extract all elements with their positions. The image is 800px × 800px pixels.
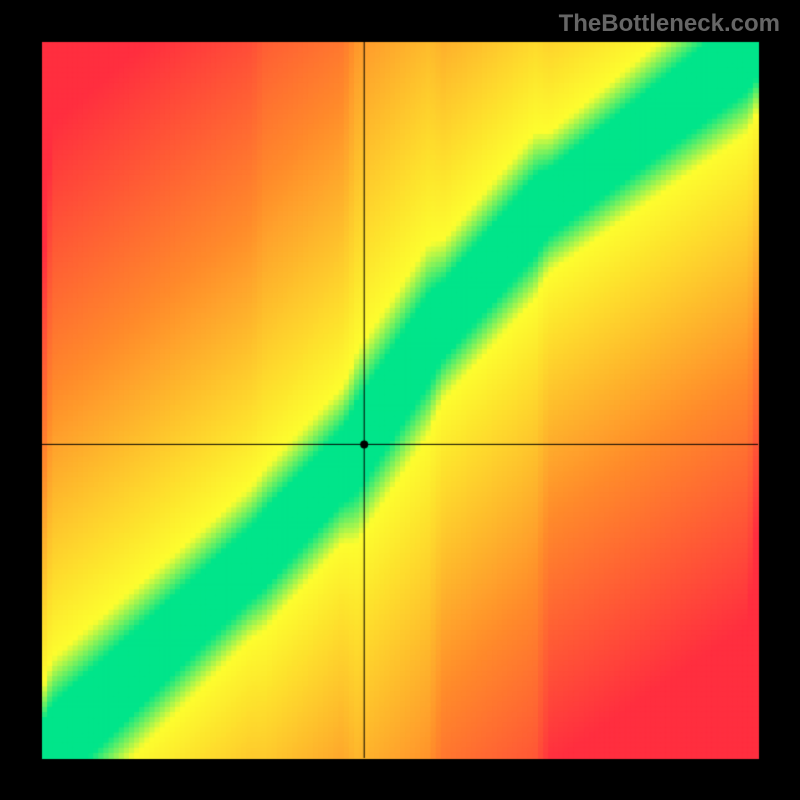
watermark-text: TheBottleneck.com (559, 10, 780, 38)
bottleneck-heatmap (0, 0, 800, 800)
